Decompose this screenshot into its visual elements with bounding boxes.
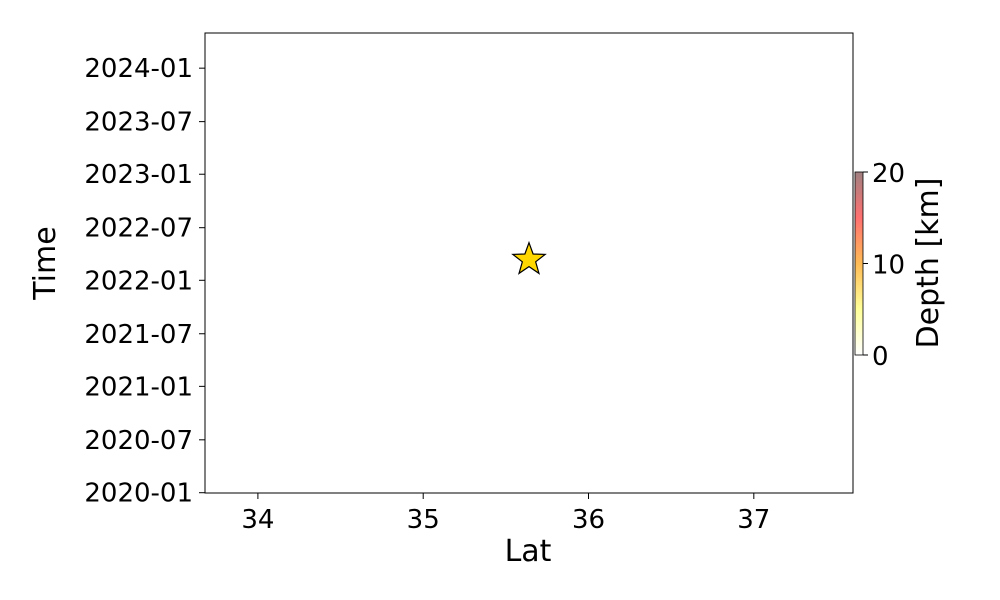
- colorbar-tick-label: 10: [872, 251, 905, 281]
- colorbar-label: Depth [km]: [911, 178, 946, 349]
- y-axis-label: Time: [28, 226, 63, 300]
- x-tick-label: 34: [241, 505, 274, 535]
- y-tick-label: 2020-07: [84, 426, 193, 456]
- colorbar-gradient: [854, 171, 864, 356]
- y-tick-label: 2024-01: [84, 54, 193, 84]
- x-axis-label: Lat: [505, 534, 552, 569]
- x-tick-label: 35: [407, 505, 440, 535]
- x-axis: 34 35 36 37: [241, 493, 770, 535]
- colorbar: 0 10 20: [854, 159, 905, 372]
- y-tick-label: 2023-07: [84, 108, 193, 138]
- y-tick-label: 2020-01: [84, 479, 193, 509]
- x-tick-label: 37: [737, 505, 770, 535]
- y-tick-label: 2022-01: [84, 266, 193, 296]
- data-points: [511, 240, 547, 275]
- colorbar-tick-label: 0: [872, 342, 889, 372]
- colorbar-tick-label: 20: [872, 159, 905, 189]
- x-tick-label: 36: [572, 505, 605, 535]
- star-marker: [511, 240, 547, 275]
- y-tick-label: 2022-07: [84, 214, 193, 244]
- y-tick-label: 2023-01: [84, 160, 193, 190]
- y-tick-label: 2021-07: [84, 320, 193, 350]
- y-tick-label: 2021-01: [84, 372, 193, 402]
- y-axis: 2020-01 2020-07 2021-01 2021-07 2022-01 2022-…: [84, 54, 205, 509]
